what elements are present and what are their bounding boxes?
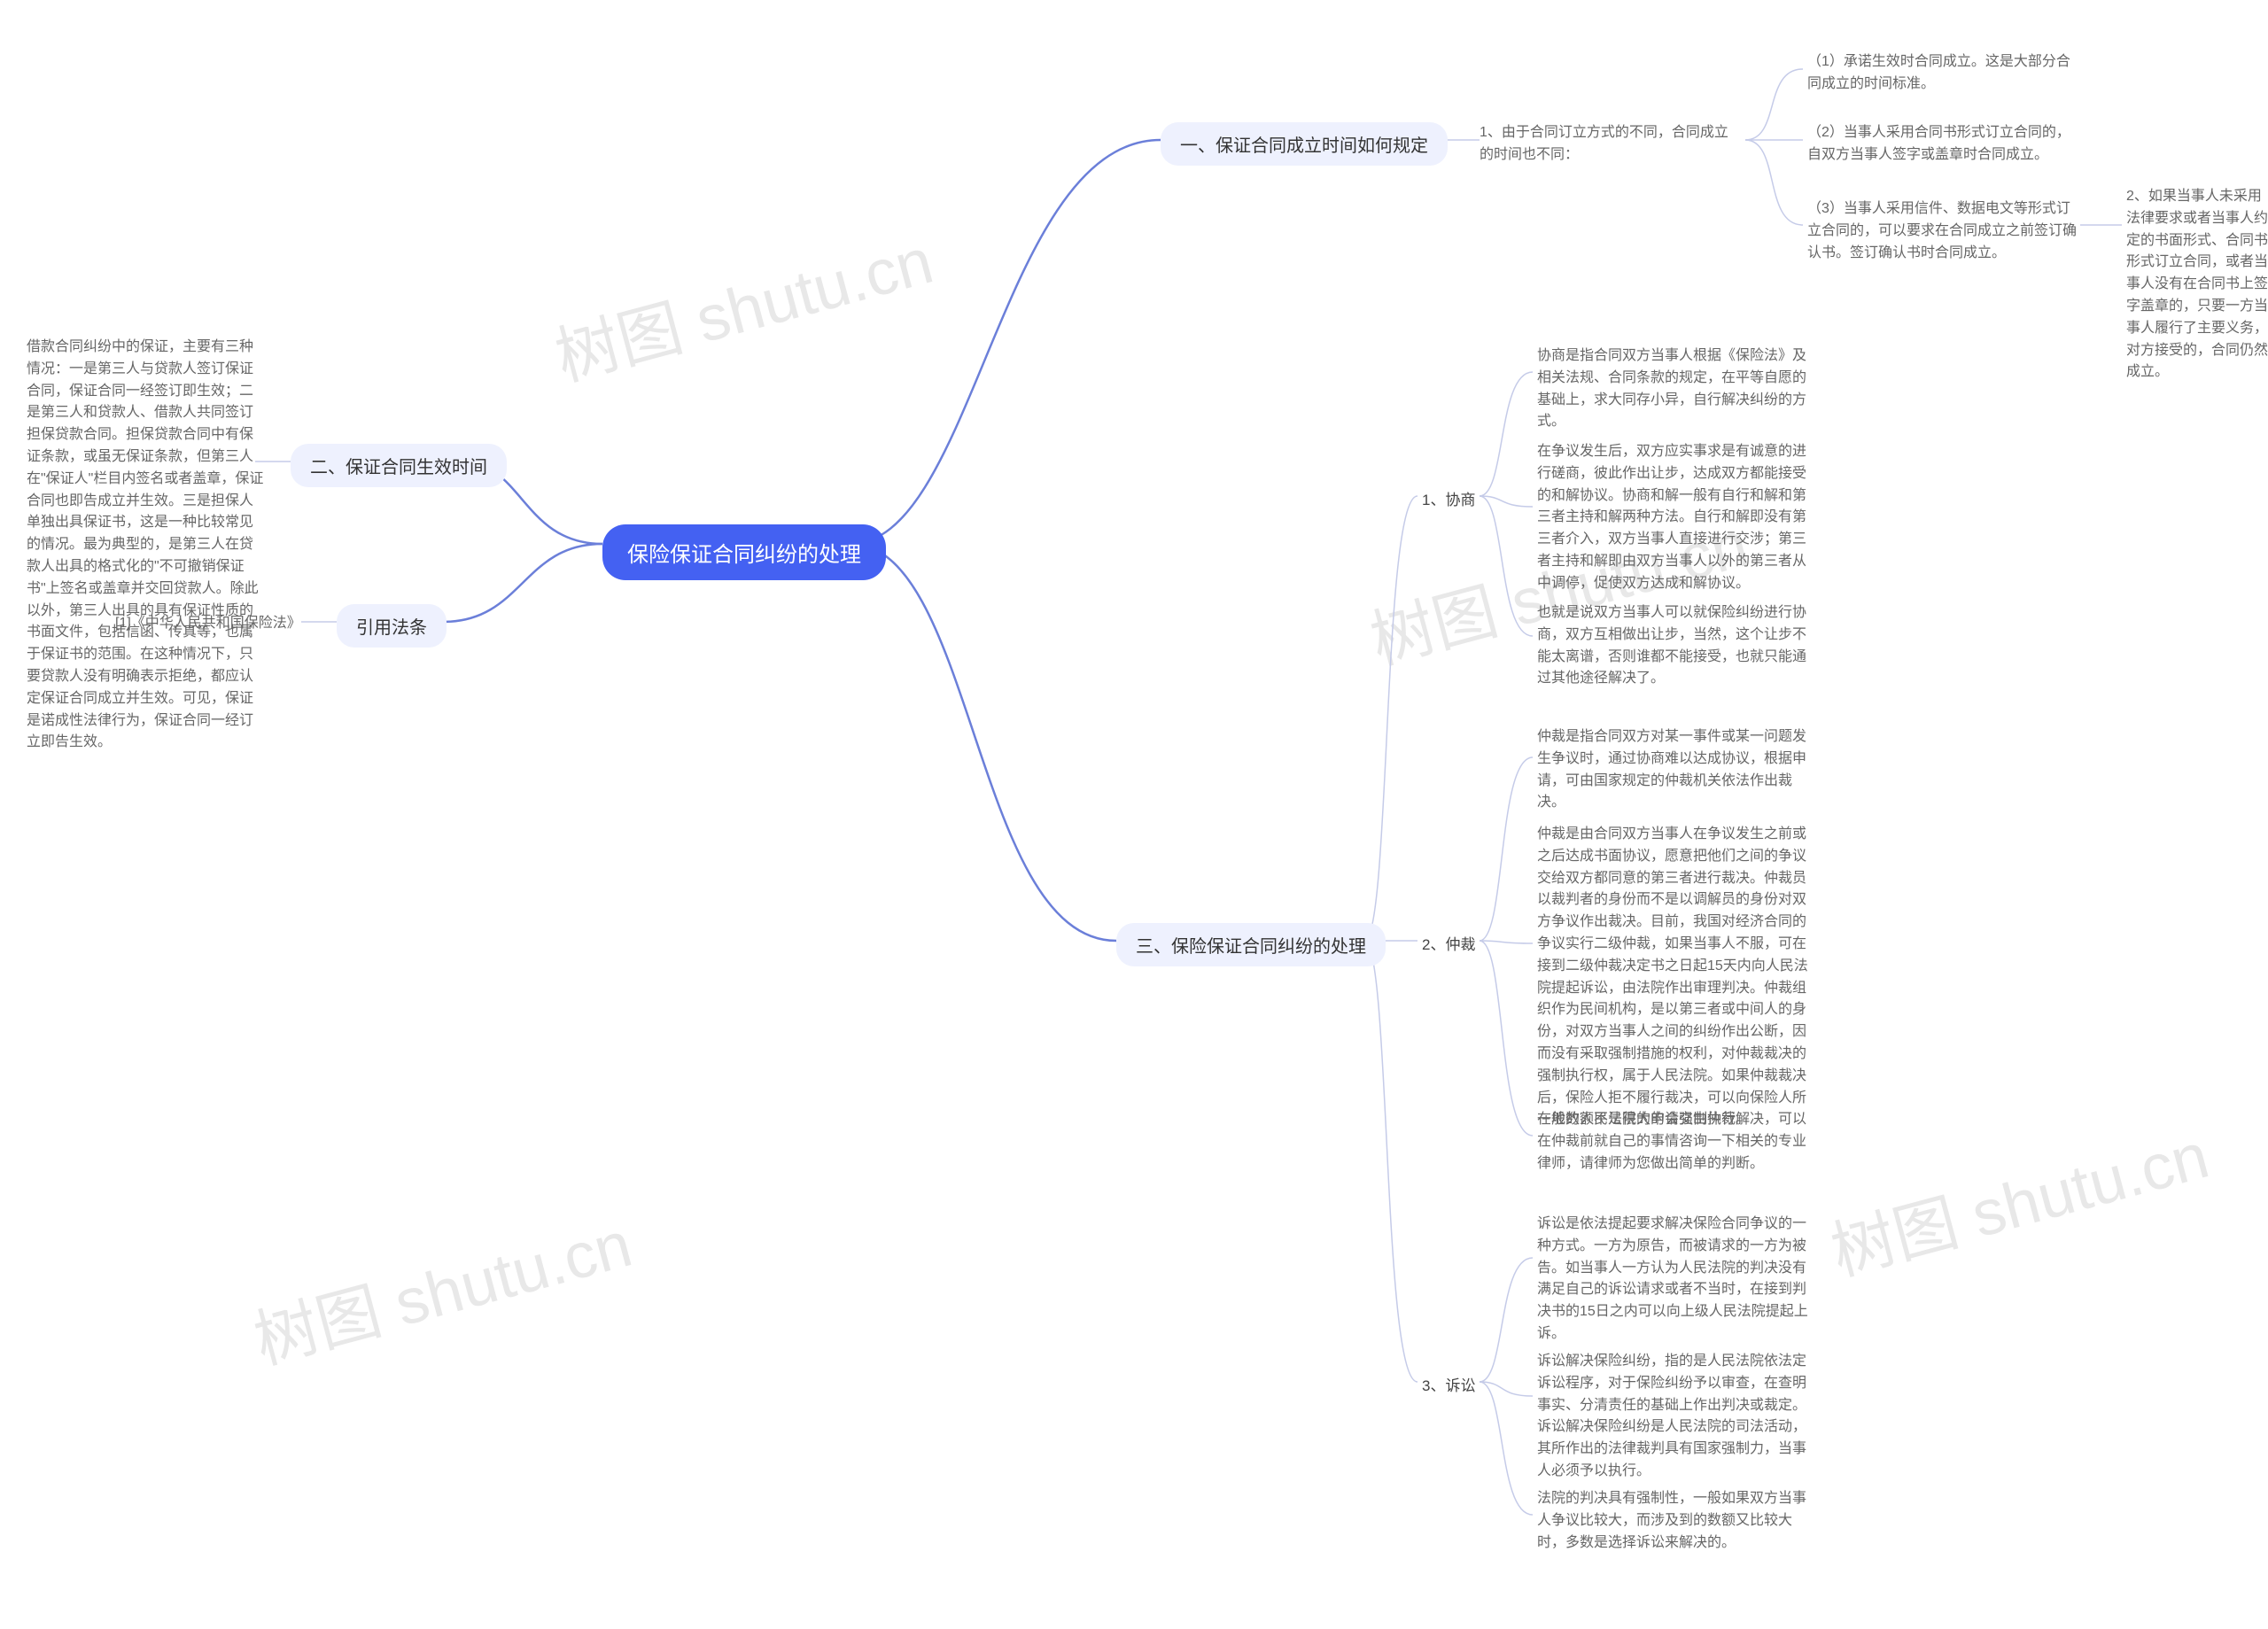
s1-p3: 也就是说双方当事人可以就保险纠纷进行协商，双方互相做出让步，当然，这个让步不能太… xyxy=(1537,602,1812,690)
watermark: 树图 shutu.cn xyxy=(1820,1103,2218,1292)
branch-references[interactable]: 引用法条 xyxy=(337,604,447,648)
ref-text: [1]《中华人民共和国保险法》 xyxy=(115,613,301,635)
s1-p1: 协商是指合同双方当事人根据《保险法》及相关法规、合同条款的规定，在平等自愿的基础… xyxy=(1537,345,1812,433)
b1-item-1: （1）承诺生效时合同成立。这是大部分合同成立的时间标准。 xyxy=(1807,51,2082,96)
s2-p2: 仲裁是由合同双方当事人在争议发生之前或之后达成书面协议，愿意把他们之间的争议交给… xyxy=(1537,824,1812,1131)
branch-contract-formation[interactable]: 一、保证合同成立时间如何规定 xyxy=(1161,122,1448,166)
root-node[interactable]: 保险保证合同纠纷的处理 xyxy=(602,524,886,580)
branch-contract-effective[interactable]: 二、保证合同生效时间 xyxy=(291,444,507,487)
sub-negotiation[interactable]: 1、协商 xyxy=(1422,487,1475,509)
sub-arbitration[interactable]: 2、仲裁 xyxy=(1422,932,1475,954)
b1-item-3: （3）当事人采用信件、数据电文等形式订立合同的，可以要求在合同成立之前签订确认书… xyxy=(1807,198,2082,264)
branch-dispute-resolution[interactable]: 三、保险保证合同纠纷的处理 xyxy=(1116,923,1386,966)
s3-p3: 法院的判决具有强制性，一般如果双方当事人争议比较大，而涉及到的数额又比较大时，多… xyxy=(1537,1488,1812,1554)
watermark: 树图 shutu.cn xyxy=(544,208,942,398)
s2-p1: 仲裁是指合同双方对某一事件或某一问题发生争议时，通过协商难以达成协议，根据申请，… xyxy=(1537,726,1812,814)
b1-intro: 1、由于合同订立方式的不同，合同成立的时间也不同： xyxy=(1480,122,1736,167)
s3-p2: 诉讼解决保险纠纷，指的是人民法院依法定诉讼程序，对于保险纠纷予以审查，在查明事实… xyxy=(1537,1351,1812,1483)
s3-p1: 诉讼是依法提起要求解决保险合同争议的一种方式。一方为原告，而被请求的一方为被告。… xyxy=(1537,1214,1812,1346)
b1-item-2: （2）当事人采用合同书形式订立合同的，自双方当事人签字或盖章时合同成立。 xyxy=(1807,122,2082,167)
sub-litigation[interactable]: 3、诉讼 xyxy=(1422,1373,1475,1395)
watermark: 树图 shutu.cn xyxy=(243,1191,641,1381)
s1-p2: 在争议发生后，双方应实事求是有诚意的进行磋商，彼此作出让步，达成双方都能接受的和… xyxy=(1537,441,1812,595)
b2-text: 借款合同纠纷中的保证，主要有三种情况：一是第三人与贷款人签订保证合同，保证合同一… xyxy=(27,337,266,754)
s2-p3: 一般数额不是很大的会交由仲裁解决，可以在仲裁前就自己的事情咨询一下相关的专业律师… xyxy=(1537,1109,1812,1175)
b1-item-3-ext: 2、如果当事人未采用法律要求或者当事人约定的书面形式、合同书形式订立合同，或者当… xyxy=(2126,186,2268,384)
